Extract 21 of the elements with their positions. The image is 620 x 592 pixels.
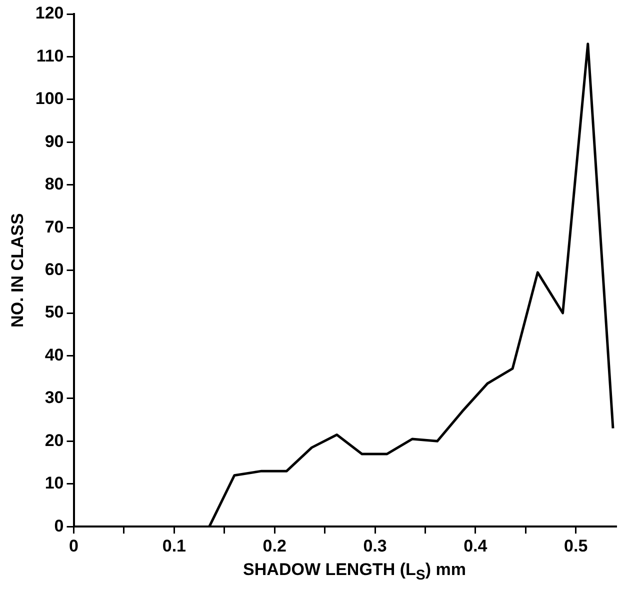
y-tick-label: 40 xyxy=(44,345,64,364)
y-tick-label: 110 xyxy=(36,46,64,66)
y-tick-label: 80 xyxy=(44,174,64,194)
y-tick-label: 0 xyxy=(54,516,64,536)
x-tick-label: 0.4 xyxy=(464,536,488,556)
y-tick-label: 50 xyxy=(44,302,64,322)
y-tick-label: 20 xyxy=(44,430,64,450)
x-tick-label: 0.5 xyxy=(564,536,588,556)
y-tick-label: 100 xyxy=(35,89,64,108)
x-tick-label: 0 xyxy=(69,536,78,556)
y-axis-title: NO. IN CLASS xyxy=(8,213,27,328)
y-tick-label: 70 xyxy=(44,217,64,236)
y-tick-label: 120 xyxy=(35,4,64,23)
x-tick-label: 0.2 xyxy=(262,536,286,556)
x-axis-title: SHADOW LENGTH (L$_{S}$) mm xyxy=(242,560,467,584)
y-tick-label: 60 xyxy=(44,260,64,279)
x-tick-label: 0.3 xyxy=(363,536,387,556)
y-tick-label: 10 xyxy=(44,474,64,493)
y-tick-label: 30 xyxy=(44,388,64,408)
x-tick-label: 0.1 xyxy=(162,536,186,556)
y-tick-label: 90 xyxy=(44,132,64,151)
